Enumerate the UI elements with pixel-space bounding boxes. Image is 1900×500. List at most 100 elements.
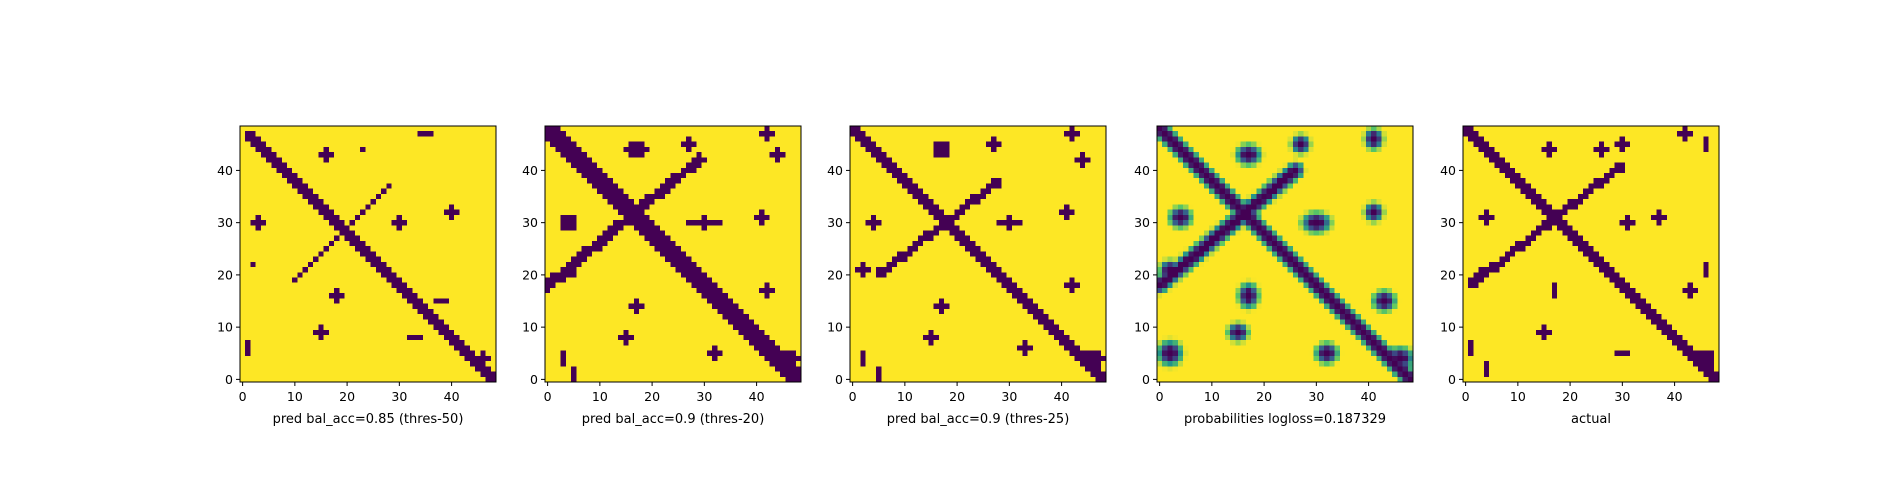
- heatmap-cell: [428, 199, 434, 205]
- heatmap-cell: [396, 157, 403, 163]
- heatmap-cell: [323, 282, 330, 289]
- heatmap-cell: [245, 199, 251, 205]
- heatmap-cell: [733, 152, 739, 158]
- heatmap-cell: [276, 157, 283, 163]
- heatmap-cell: [302, 146, 309, 153]
- heatmap-cell: [443, 178, 450, 184]
- heatmap-cell: [654, 376, 661, 383]
- heatmap-cell: [443, 152, 450, 158]
- heatmap-cell: [459, 167, 466, 174]
- heatmap-cell: [633, 334, 640, 341]
- heatmap-cell: [255, 225, 262, 231]
- heatmap-cell: [464, 303, 471, 310]
- heatmap-cell: [545, 350, 551, 357]
- heatmap-cell: [550, 131, 556, 137]
- heatmap-cell: [581, 162, 588, 169]
- heatmap-cell: [375, 240, 382, 247]
- heatmap-cell: [365, 340, 372, 346]
- heatmap-cell: [428, 230, 434, 237]
- heatmap-cell: [670, 329, 677, 336]
- heatmap-cell: [339, 162, 345, 169]
- heatmap-cell: [602, 277, 609, 284]
- heatmap-cell: [297, 209, 304, 216]
- heatmap-cell: [691, 220, 697, 226]
- heatmap-cell: [602, 303, 609, 310]
- heatmap-cell: [396, 371, 403, 378]
- heatmap-cell: [691, 141, 697, 148]
- heatmap-cell: [597, 345, 603, 352]
- heatmap-cell: [712, 188, 718, 195]
- heatmap-cell: [545, 141, 551, 148]
- heatmap-cell: [287, 183, 293, 190]
- heatmap-cell: [428, 204, 434, 210]
- heatmap-cell: [581, 188, 588, 195]
- heatmap-cell: [717, 355, 724, 362]
- heatmap-cell: [602, 183, 609, 190]
- heatmap-cell: [633, 220, 640, 226]
- heatmap-cell: [360, 246, 366, 252]
- heatmap-cell: [307, 319, 314, 325]
- heatmap-cell: [422, 371, 429, 378]
- heatmap-cell: [287, 188, 293, 195]
- heatmap-cell: [581, 314, 588, 320]
- x-tick-label: 40: [444, 389, 460, 404]
- heatmap-cell: [618, 267, 624, 273]
- heatmap-cell: [581, 141, 588, 148]
- heatmap-cell: [448, 261, 455, 268]
- heatmap-cell: [576, 334, 582, 341]
- heatmap-cell: [396, 314, 403, 320]
- heatmap-cell: [297, 131, 304, 137]
- heatmap-cell: [991, 126, 997, 132]
- heatmap-cell: [618, 277, 624, 284]
- heatmap-cell: [618, 371, 624, 378]
- heatmap-cell: [448, 272, 455, 278]
- heatmap-cell: [339, 376, 345, 383]
- heatmap-cell: [680, 361, 687, 367]
- heatmap-cell: [334, 324, 340, 331]
- heatmap-cell: [701, 157, 708, 163]
- heatmap-cell: [623, 293, 629, 299]
- heatmap-cell: [612, 303, 619, 310]
- heatmap-cell: [712, 162, 718, 169]
- heatmap-cell: [443, 246, 450, 252]
- heatmap-cell: [428, 162, 434, 169]
- heatmap-cell: [485, 183, 492, 190]
- heatmap-cell: [706, 146, 713, 153]
- heatmap-cell: [748, 188, 755, 195]
- heatmap-cell: [287, 282, 293, 289]
- heatmap-cell: [464, 355, 471, 362]
- heatmap-cell: [675, 329, 682, 336]
- heatmap-cell: [675, 261, 682, 268]
- heatmap-cell: [443, 361, 450, 367]
- heatmap-cell: [292, 235, 298, 242]
- heatmap-cell: [581, 225, 588, 231]
- heatmap-cell: [764, 220, 771, 226]
- heatmap-cell: [412, 298, 419, 305]
- heatmap-cell: [565, 214, 572, 221]
- heatmap-cell: [292, 366, 298, 372]
- heatmap-cell: [576, 324, 582, 331]
- heatmap-cell: [670, 376, 677, 383]
- heatmap-cell: [381, 350, 387, 357]
- heatmap-cell: [250, 366, 257, 372]
- heatmap-cell: [448, 225, 455, 231]
- heatmap-cell: [550, 282, 556, 289]
- heatmap-cell: [675, 366, 682, 372]
- heatmap-cell: [696, 157, 703, 163]
- heatmap-cell: [302, 173, 309, 179]
- heatmap-cell: [586, 267, 593, 273]
- heatmap-cell: [454, 178, 460, 184]
- heatmap-cell: [1038, 126, 1044, 132]
- heatmap-cell: [276, 193, 283, 200]
- heatmap-cell: [748, 350, 755, 357]
- heatmap-cell: [727, 141, 734, 148]
- heatmap-cell: [665, 225, 671, 231]
- heatmap-cell: [292, 199, 298, 205]
- heatmap-cell: [281, 199, 288, 205]
- heatmap-cell: [386, 324, 392, 331]
- heatmap-cell: [412, 214, 419, 221]
- heatmap-cell: [475, 146, 481, 153]
- heatmap-cell: [407, 261, 413, 268]
- heatmap-cell: [360, 225, 366, 231]
- heatmap-cell: [592, 146, 598, 153]
